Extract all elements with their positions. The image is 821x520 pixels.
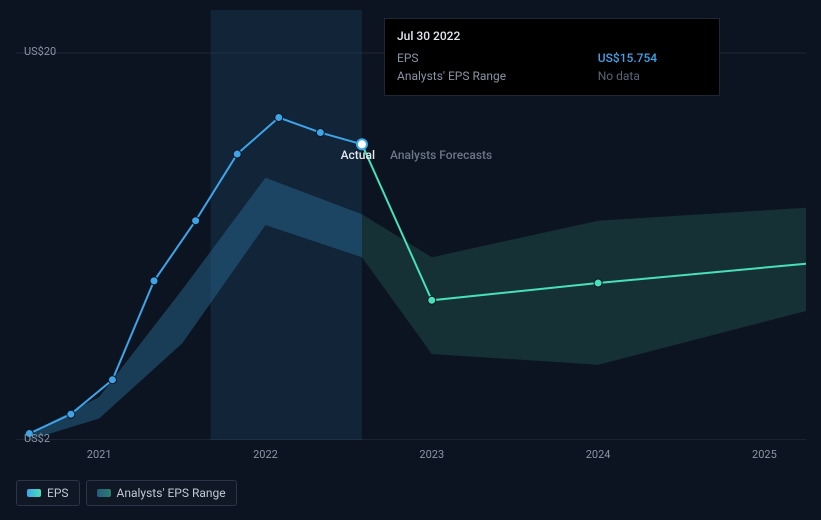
- tooltip-value-eps: US$15.754: [598, 49, 707, 67]
- hover-tooltip: Jul 30 2022 EPS US$15.754 Analysts' EPS …: [384, 18, 720, 96]
- y-tick-label: US$2: [24, 432, 50, 445]
- eps-chart: US$2 US$20 2021 2022 2023 2024 2025 Actual A…: [0, 0, 821, 520]
- legend: EPS Analysts' EPS Range: [16, 480, 237, 506]
- legend-swatch: [97, 489, 111, 497]
- legend-item-range[interactable]: Analysts' EPS Range: [86, 480, 237, 506]
- legend-label: EPS: [47, 486, 69, 500]
- legend-label: Analysts' EPS Range: [117, 486, 226, 500]
- legend-item-eps[interactable]: EPS: [16, 480, 80, 506]
- forecast-region-label: Analysts Forecasts: [390, 148, 492, 162]
- x-axis: 2021 2022 2023 2024 2025: [16, 448, 806, 468]
- tooltip-table: EPS US$15.754 Analysts' EPS Range No dat…: [397, 49, 707, 85]
- x-tick-label: 2023: [419, 448, 444, 461]
- actual-region-label: Actual: [341, 148, 375, 162]
- tooltip-key: Analysts' EPS Range: [397, 67, 598, 85]
- y-tick-label: US$20: [24, 45, 56, 58]
- tooltip-date: Jul 30 2022: [397, 29, 707, 43]
- tooltip-value-nodata: No data: [598, 67, 707, 85]
- legend-swatch: [27, 489, 41, 497]
- x-tick-label: 2021: [87, 448, 112, 461]
- x-tick-label: 2025: [752, 448, 777, 461]
- x-tick-label: 2022: [253, 448, 278, 461]
- tooltip-key: EPS: [397, 49, 598, 67]
- x-tick-label: 2024: [586, 448, 611, 461]
